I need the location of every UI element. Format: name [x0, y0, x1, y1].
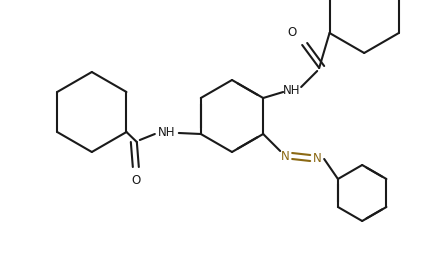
Text: O: O: [131, 173, 140, 186]
Text: N: N: [281, 149, 290, 163]
Text: NH: NH: [283, 83, 300, 97]
Text: O: O: [288, 26, 297, 40]
Text: N: N: [313, 152, 321, 164]
Text: NH: NH: [158, 125, 176, 139]
